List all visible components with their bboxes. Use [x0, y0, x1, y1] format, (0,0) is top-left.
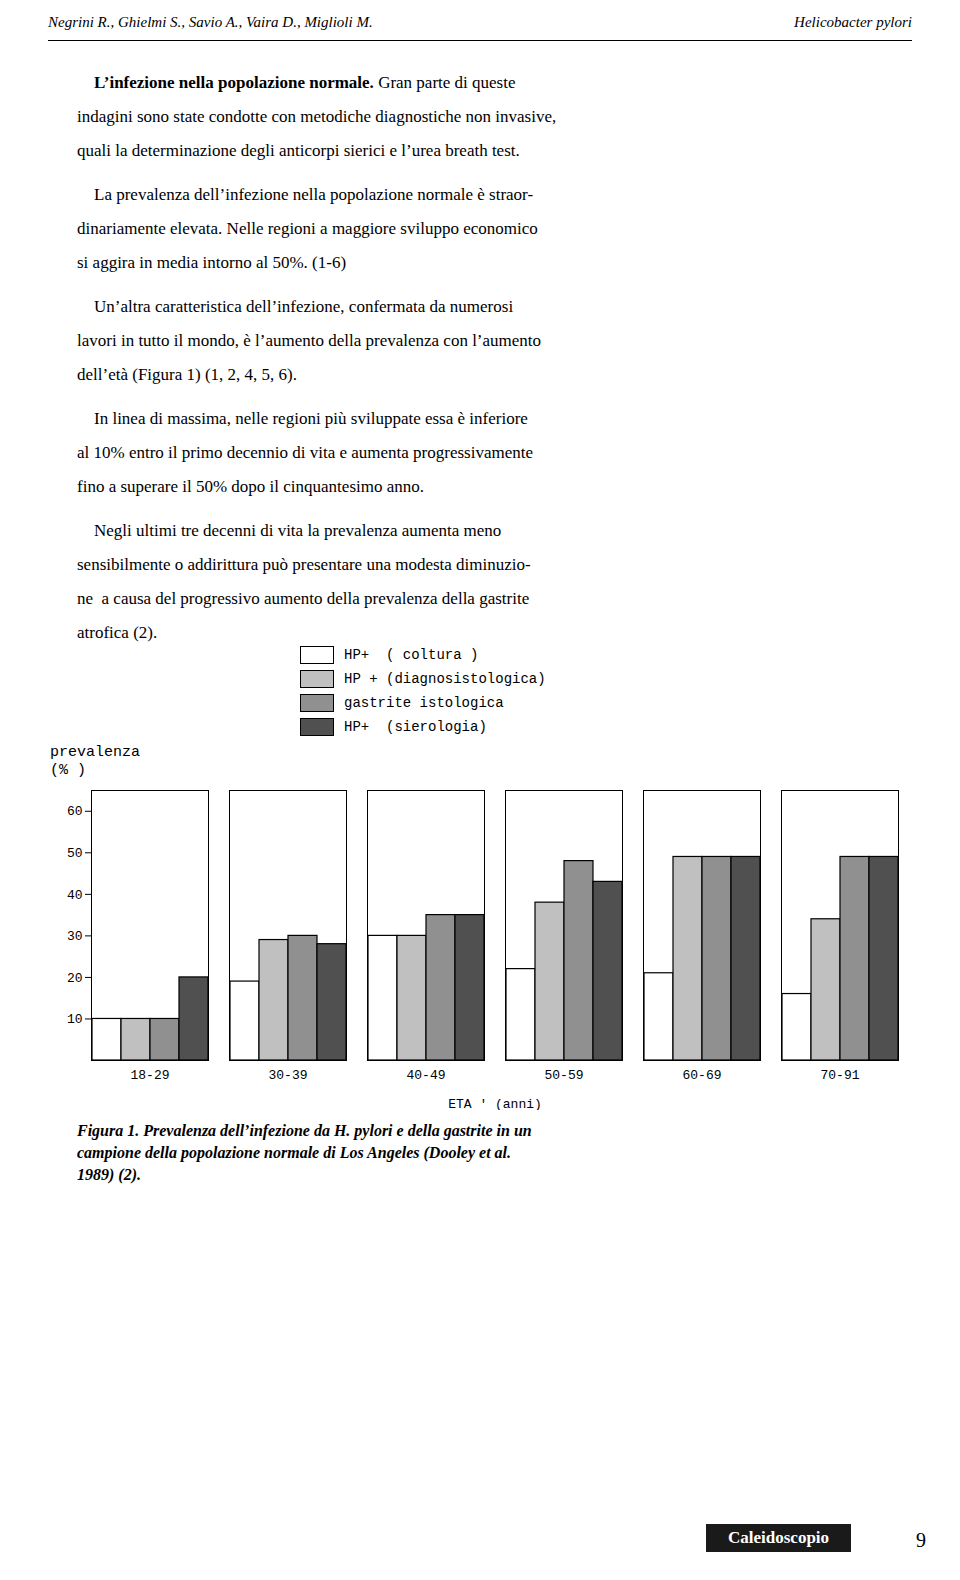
svg-text:10: 10 [67, 1012, 83, 1027]
html-text:La prevalenza dell’infezione n: La prevalenza dell’infezione nella popol… [77, 185, 534, 204]
svg-text:20: 20 [67, 971, 83, 986]
html-text:Un’altra caratteristica dell’i: Un’altra caratteristica dell’infezione, … [77, 297, 514, 316]
html-text:si aggira in media intorno al: si aggira in media intorno al 50%. (1-6) [77, 253, 347, 272]
html-text:Figura 1. Prevalenza dell’infe: Figura 1. Prevalenza dell’infezione da H… [77, 1122, 532, 1183]
svg-text:40-49: 40-49 [406, 1068, 445, 1083]
html-text:Negrini R., Ghielmi S., Savio: Negrini R., Ghielmi S., Savio A., Vaira … [48, 14, 373, 30]
html-text:dinariamente elevata. Nelle re: dinariamente elevata. Nelle regioni a ma… [77, 219, 538, 238]
html-text:Helicobacter pylori: Helicobacter pylori [794, 14, 912, 30]
html-text:al 10% entro il primo decennio: al 10% entro il primo decennio di vita e… [77, 443, 533, 462]
svg-text:30: 30 [67, 929, 83, 944]
html-text:HP+ ( coltura ): HP+ ( coltura ) [344, 647, 479, 663]
svg-text:ETA ' (anni): ETA ' (anni) [448, 1097, 542, 1111]
svg-text:60-69: 60-69 [682, 1068, 721, 1083]
html-text:sensibilmente o addirittura pu: sensibilmente o addirittura può presenta… [77, 555, 531, 574]
html-text:In linea di massima, nelle reg: In linea di massima, nelle regioni più s… [77, 409, 528, 428]
html-text:L’infezione nella popolazione: L’infezione nella popolazione normale. G… [77, 73, 516, 92]
html-text:fino a superare il 50% dopo il: fino a superare il 50% dopo il cinquante… [77, 477, 424, 496]
html-text:atrofica (2).: atrofica (2). [77, 623, 158, 642]
html-text:lavori in tutto il mondo, è l’: lavori in tutto il mondo, è l’aumento de… [77, 331, 541, 350]
html-text:Caleidoscopio: Caleidoscopio [728, 1528, 830, 1547]
html-text:HP+ (sierologia): HP+ (sierologia) [344, 719, 487, 735]
svg-text:40: 40 [67, 888, 83, 903]
html-text:dell’età (Figura 1) (1, 2, 4,: dell’età (Figura 1) (1, 2, 4, 5, 6). [77, 365, 297, 384]
svg-text:50-59: 50-59 [544, 1068, 583, 1083]
html-text:quali la determinazione degli: quali la determinazione degli anticorpi … [77, 141, 520, 160]
html-text:9: 9 [916, 1529, 926, 1551]
html-text:indagini sono state condotte c: indagini sono state condotte con metodic… [77, 107, 557, 126]
svg-text:18-29: 18-29 [130, 1068, 169, 1083]
svg-text:30-39: 30-39 [268, 1068, 307, 1083]
html-text:Negli ultimi tre decenni di vi: Negli ultimi tre decenni di vita la prev… [77, 521, 502, 540]
html-text:prevalenza (% ): prevalenza (% ) [50, 744, 140, 779]
svg-text:60: 60 [67, 804, 83, 819]
html-text:gastrite istologica: gastrite istologica [344, 695, 504, 711]
html-text:HP + (diagnosistologica): HP + (diagnosistologica) [344, 671, 546, 687]
svg-text:50: 50 [67, 846, 83, 861]
svg-text:70-91: 70-91 [820, 1068, 859, 1083]
html-text:ne a causa del progressivo aum: ne a causa del progressivo aumento della… [77, 589, 530, 608]
